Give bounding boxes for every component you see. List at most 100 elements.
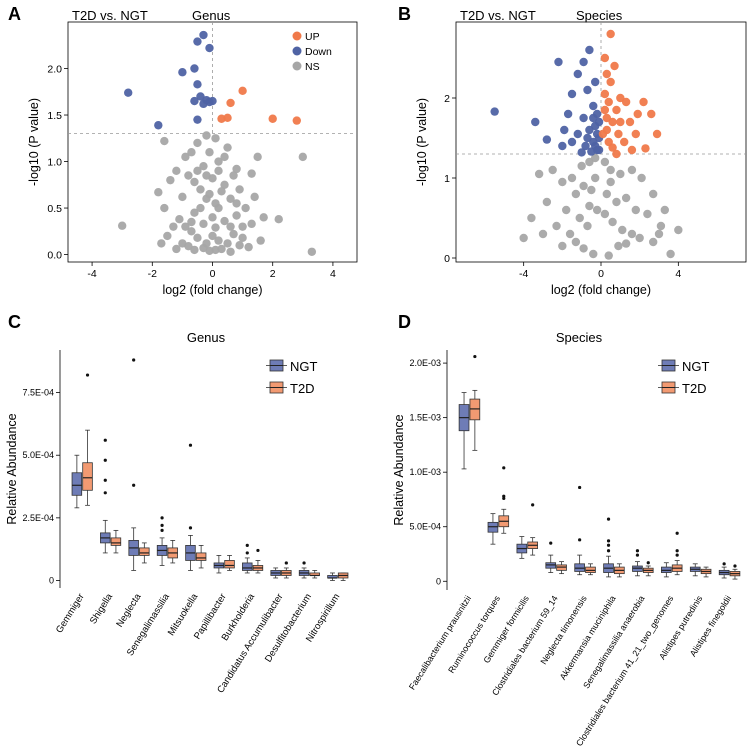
y-tick-label: 0 — [436, 576, 441, 586]
point-ns — [190, 177, 199, 187]
point-down — [196, 92, 205, 101]
outlier-ngt — [132, 358, 136, 362]
point-up — [616, 117, 625, 127]
point-ns — [585, 201, 594, 211]
point-down — [577, 148, 586, 157]
point-ns — [223, 239, 232, 248]
point-ns — [184, 241, 193, 251]
y-tick-label: 0.5 — [47, 203, 62, 215]
point-up — [598, 129, 608, 139]
y-tick-label: 2.5E-04 — [22, 513, 54, 523]
y-tick-label: 5.0E-04 — [409, 522, 441, 532]
point-up — [604, 97, 613, 107]
box-t2d — [195, 552, 207, 561]
box-t2d — [110, 537, 122, 546]
outlier-ngt — [245, 543, 249, 548]
point-ns — [600, 157, 610, 167]
y-tick-label: 2.0 — [47, 64, 62, 76]
point-down — [199, 99, 208, 109]
panel-d-title: Species — [556, 330, 603, 345]
y-axis-label: -log10 (P value) — [415, 98, 429, 186]
point-ns — [196, 203, 205, 213]
box-t2d — [224, 560, 235, 569]
point-ns — [232, 199, 241, 208]
point-ns — [562, 205, 571, 215]
point-ns — [181, 222, 190, 231]
point-ns — [621, 193, 631, 203]
point-ns — [567, 173, 577, 183]
legend-label-ns: NS — [305, 61, 320, 73]
legend-label-ngt: NGT — [682, 359, 710, 374]
legend-label-up: UP — [305, 31, 320, 43]
point-down — [193, 80, 202, 89]
point-down — [567, 137, 577, 147]
point-ns — [193, 166, 202, 176]
y-tick-label: 0 — [444, 253, 450, 265]
point-up — [602, 69, 611, 79]
point-down — [205, 43, 214, 53]
point-ns — [160, 203, 169, 213]
point-ns — [214, 236, 223, 245]
point-ns — [253, 152, 262, 162]
point-ns — [660, 205, 669, 215]
point-up — [612, 149, 621, 159]
y-tick-label: 2.0E-03 — [409, 358, 441, 368]
point-down — [563, 109, 573, 119]
outlier-ngt — [103, 478, 107, 482]
x-tick-label: 4 — [675, 268, 681, 280]
outlier-ngt — [549, 541, 553, 545]
point-down — [585, 45, 594, 55]
point-ns — [606, 165, 615, 175]
panel-a-comparison: T2D vs. NGT — [72, 8, 148, 23]
y-tick-label: 0.0 — [47, 250, 62, 262]
legend-label-t2d: T2D — [290, 381, 315, 396]
outlier-ngt — [302, 561, 306, 565]
boxplot-species: 0 5.0E-04 1.0E-03 1.5E-03 2.0E-03 Relative Ab… — [392, 350, 741, 746]
point-ns — [199, 219, 208, 229]
outlier-t2d — [473, 354, 477, 359]
legend-label-down: Down — [305, 46, 332, 58]
point-up — [633, 109, 642, 119]
point-up — [627, 145, 637, 155]
outlier-t2d — [256, 548, 260, 553]
outlier-t2d — [502, 494, 506, 498]
point-ns — [519, 233, 528, 243]
point-ns — [247, 219, 256, 229]
point-down — [193, 115, 202, 124]
point-ns — [542, 197, 552, 207]
outlier-ngt — [160, 528, 164, 532]
point-ns — [208, 231, 217, 241]
point-ns — [211, 223, 220, 232]
y-axis-label: -log10 (P value) — [27, 98, 41, 186]
point-ns — [583, 221, 592, 231]
point-ns — [247, 169, 256, 178]
outlier-t2d — [675, 531, 679, 535]
point-ns — [621, 239, 631, 248]
boxplot-genus: 0 2.5E-04 5.0E-04 7.5E-04 Relative Abundance… — [5, 350, 349, 695]
point-down — [573, 129, 582, 139]
legend-label-ngt: NGT — [290, 359, 318, 374]
point-up — [647, 109, 656, 119]
point-ns — [587, 185, 596, 195]
outlier-ngt — [160, 523, 164, 527]
point-down — [560, 125, 569, 135]
x-tick-label: 2 — [270, 268, 276, 280]
point-ns — [250, 192, 259, 202]
point-ns — [591, 173, 600, 183]
point-up — [606, 77, 615, 87]
point-up — [612, 105, 621, 115]
point-ns — [307, 247, 317, 256]
point-ns — [169, 222, 178, 231]
y-tick-label: 2 — [444, 93, 450, 105]
point-ns — [649, 189, 658, 199]
point-ns — [571, 237, 581, 247]
panel-b-comparison: T2D vs. NGT — [460, 8, 536, 23]
point-down — [583, 133, 592, 143]
outlier-ngt — [103, 491, 107, 495]
outlier-t2d — [733, 564, 737, 568]
point-ns — [229, 229, 238, 239]
point-ns — [298, 152, 308, 162]
point-up — [652, 129, 662, 139]
point-ns — [241, 203, 250, 213]
